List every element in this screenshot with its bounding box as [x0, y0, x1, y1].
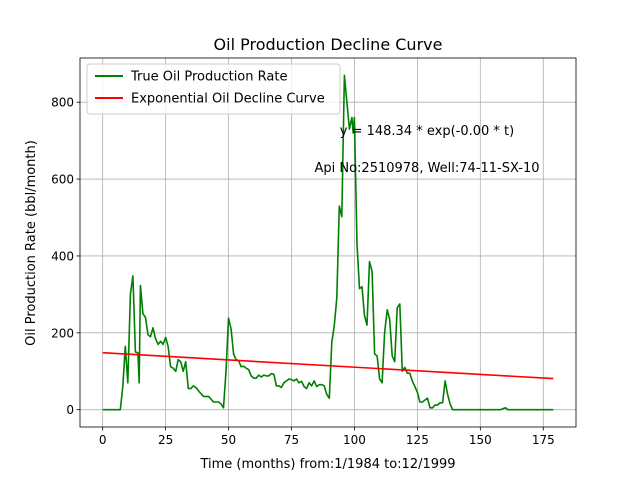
legend-box [86, 63, 341, 115]
well-annotation: Api No:2510978, Well:74-11-SX-10 [314, 161, 539, 176]
series-line-exponential [102, 351, 554, 380]
x-tick-label: 150 [469, 433, 492, 447]
legend-label-true-rate: True Oil Production Rate [130, 70, 287, 85]
y-tick-label: 0 [66, 403, 74, 417]
series-line-true-rate [102, 74, 554, 411]
x-axis-ticks: 0 25 50 75 100 125 150 175 [99, 427, 555, 447]
x-tick-label: 75 [284, 433, 299, 447]
y-tick-label: 800 [51, 96, 74, 110]
y-tick-label: 200 [51, 326, 74, 340]
x-tick-label: 25 [158, 433, 173, 447]
x-tick-label: 125 [406, 433, 429, 447]
plot-frame [79, 57, 577, 428]
legend: True Oil Production Rate Exponential Oil… [86, 63, 341, 115]
y-axis-label: Oil Production Rate (bbl/month) [24, 140, 39, 346]
equation-annotation: y = 148.34 * exp(-0.00 * t) [340, 124, 514, 139]
x-tick-label: 175 [532, 433, 555, 447]
y-tick-label: 400 [51, 249, 74, 263]
y-tick-label: 600 [51, 173, 74, 187]
legend-label-exponential: Exponential Oil Decline Curve [131, 92, 325, 107]
x-axis-label: Time (months) from:1/1984 to:12/1999 [199, 457, 455, 472]
y-axis-ticks: 0 200 400 600 800 [51, 96, 80, 417]
x-tick-label: 50 [221, 433, 236, 447]
chart-title: Oil Production Decline Curve [214, 35, 443, 54]
x-tick-label: 100 [343, 433, 366, 447]
x-tick-label: 0 [99, 433, 107, 447]
series-lines [102, 74, 554, 411]
